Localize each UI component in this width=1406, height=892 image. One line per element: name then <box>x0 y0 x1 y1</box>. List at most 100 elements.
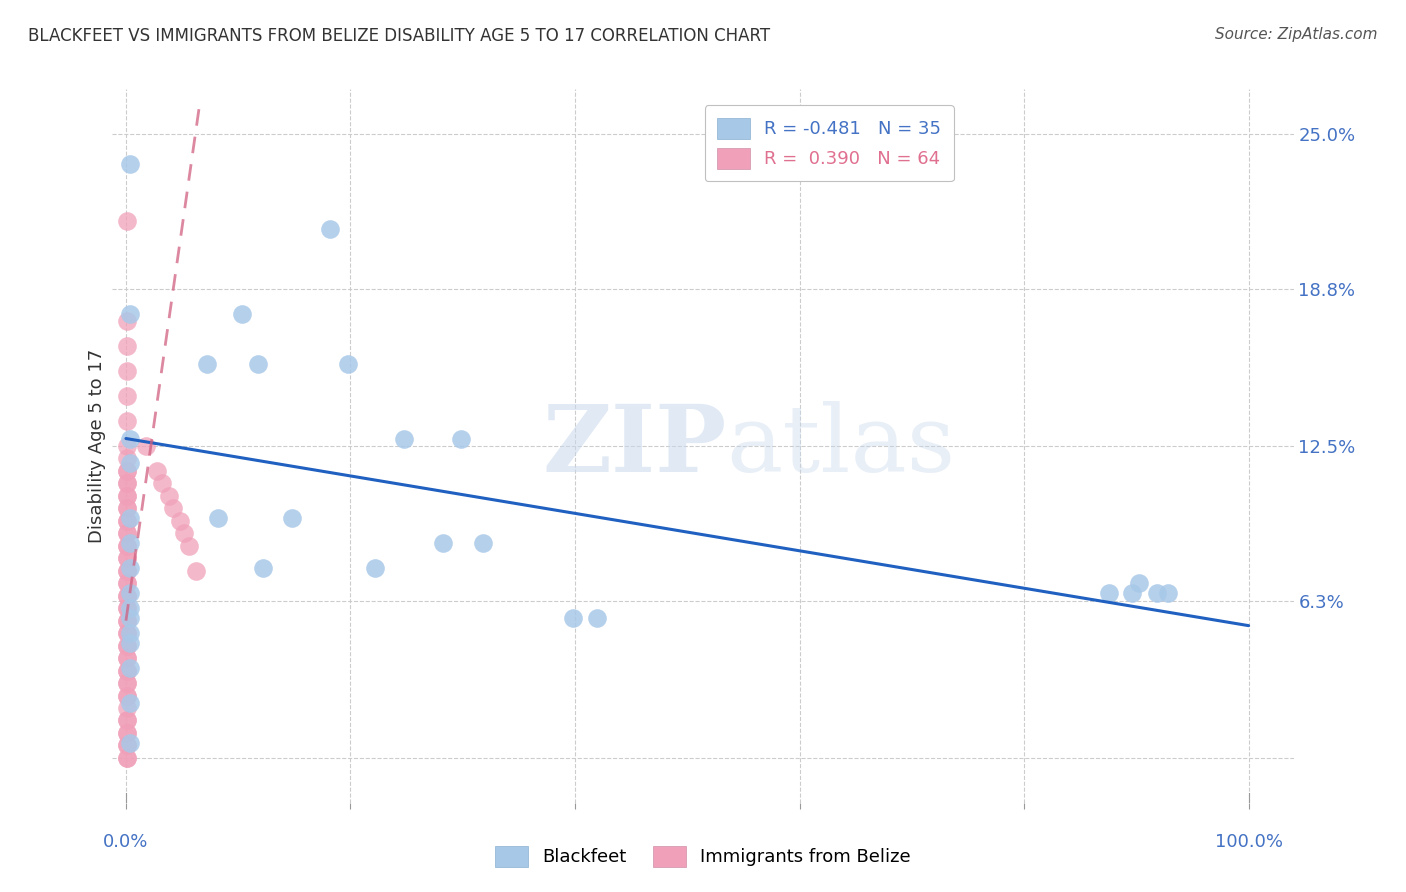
Point <box>115 614 138 628</box>
Point <box>150 476 173 491</box>
Point <box>432 536 454 550</box>
Point <box>115 726 138 740</box>
Point <box>394 432 416 446</box>
Point <box>115 551 138 566</box>
Point <box>120 432 142 446</box>
Point <box>115 739 138 753</box>
Point <box>115 501 138 516</box>
Point <box>115 601 138 615</box>
Point <box>115 489 138 503</box>
Point <box>115 689 138 703</box>
Point <box>115 339 138 353</box>
Point <box>115 614 138 628</box>
Point <box>561 611 583 625</box>
Point <box>120 511 142 525</box>
Point <box>115 439 138 453</box>
Legend: Blackfeet, Immigrants from Belize: Blackfeet, Immigrants from Belize <box>488 838 918 874</box>
Point <box>135 439 157 453</box>
Point <box>337 357 360 371</box>
Point <box>177 539 200 553</box>
Point <box>115 414 138 428</box>
Point <box>120 601 142 615</box>
Point <box>169 514 191 528</box>
Point <box>120 611 142 625</box>
Point <box>115 589 138 603</box>
Point <box>207 511 229 525</box>
Point <box>115 664 138 678</box>
Text: Source: ZipAtlas.com: Source: ZipAtlas.com <box>1215 27 1378 42</box>
Point <box>450 432 472 446</box>
Point <box>173 526 195 541</box>
Point <box>120 457 142 471</box>
Point <box>120 536 142 550</box>
Point <box>115 726 138 740</box>
Text: 0.0%: 0.0% <box>103 833 149 851</box>
Point <box>115 539 138 553</box>
Point <box>115 601 138 615</box>
Point <box>115 651 138 665</box>
Point <box>120 636 142 650</box>
Point <box>1098 586 1121 600</box>
Point <box>115 751 138 765</box>
Point <box>115 639 138 653</box>
Point <box>162 501 184 516</box>
Point <box>115 526 138 541</box>
Point <box>115 664 138 678</box>
Point <box>120 661 142 675</box>
Point <box>115 739 138 753</box>
Point <box>115 676 138 690</box>
Point <box>1128 576 1150 591</box>
Point <box>115 476 138 491</box>
Point <box>1157 586 1180 600</box>
Point <box>115 576 138 591</box>
Point <box>586 611 609 625</box>
Point <box>115 539 138 553</box>
Point <box>120 696 142 710</box>
Point <box>115 689 138 703</box>
Text: BLACKFEET VS IMMIGRANTS FROM BELIZE DISABILITY AGE 5 TO 17 CORRELATION CHART: BLACKFEET VS IMMIGRANTS FROM BELIZE DISA… <box>28 27 770 45</box>
Point <box>115 564 138 578</box>
Point <box>120 586 142 600</box>
Point <box>115 751 138 765</box>
Point <box>281 511 304 525</box>
Point <box>115 626 138 640</box>
Point <box>115 714 138 728</box>
Point <box>247 357 270 371</box>
Point <box>1146 586 1168 600</box>
Point <box>115 464 138 478</box>
Point <box>115 714 138 728</box>
Point <box>115 214 138 228</box>
Point <box>115 389 138 403</box>
Text: ZIP: ZIP <box>543 401 727 491</box>
Point <box>115 626 138 640</box>
Point <box>364 561 387 575</box>
Point <box>319 222 342 236</box>
Point <box>115 489 138 503</box>
Point <box>115 501 138 516</box>
Point <box>231 307 253 321</box>
Point <box>120 307 142 321</box>
Point <box>115 676 138 690</box>
Point <box>115 514 138 528</box>
Legend: R = -0.481   N = 35, R =  0.390   N = 64: R = -0.481 N = 35, R = 0.390 N = 64 <box>704 105 953 181</box>
Point <box>120 736 142 750</box>
Text: atlas: atlas <box>727 401 956 491</box>
Point <box>115 314 138 328</box>
Point <box>115 526 138 541</box>
Point <box>120 626 142 640</box>
Point <box>115 476 138 491</box>
Point <box>115 564 138 578</box>
Point <box>115 651 138 665</box>
Point <box>115 464 138 478</box>
Point <box>115 551 138 566</box>
Point <box>115 701 138 715</box>
Point <box>471 536 494 550</box>
Point <box>157 489 180 503</box>
Point <box>1121 586 1143 600</box>
Point <box>184 564 207 578</box>
Point <box>115 514 138 528</box>
Point <box>115 451 138 466</box>
Point <box>115 364 138 378</box>
Y-axis label: Disability Age 5 to 17: Disability Age 5 to 17 <box>87 349 105 543</box>
Point <box>252 561 274 575</box>
